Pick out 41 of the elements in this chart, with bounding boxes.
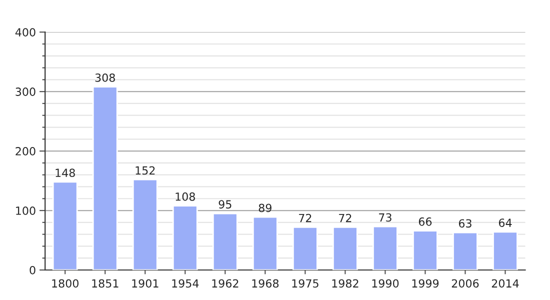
data-label: 95 [218, 200, 232, 209]
data-label: 64 [498, 218, 512, 228]
bar [172, 205, 198, 270]
y-tick-label: 100 [16, 206, 36, 215]
x-tick-label: 1851 [92, 279, 118, 288]
bar [252, 216, 278, 270]
x-tick-label: 1975 [292, 279, 318, 288]
data-label: 73 [379, 213, 392, 222]
bar [412, 230, 438, 270]
data-label: 148 [56, 168, 75, 178]
x-tick-label: 1954 [172, 279, 199, 288]
x-tick-label: 1990 [372, 279, 399, 288]
data-label: 308 [95, 73, 115, 82]
x-tick-label: 1968 [252, 279, 279, 288]
data-label: 72 [299, 214, 312, 222]
y-tick-label: 0 [30, 266, 36, 274]
data-label: 72 [339, 214, 352, 222]
x-tick-label: 1962 [212, 279, 238, 288]
bar [332, 226, 358, 270]
bar [372, 226, 398, 270]
data-label: 66 [418, 217, 432, 226]
x-tick-label: 1999 [412, 279, 439, 288]
y-tick-label: 200 [16, 147, 36, 156]
x-tick-label: 2014 [492, 279, 519, 288]
bar [92, 86, 118, 270]
y-tick-label: 300 [16, 88, 36, 96]
bar [492, 231, 518, 270]
bar [212, 212, 238, 270]
bar [452, 232, 478, 270]
data-label: 152 [136, 166, 155, 175]
x-tick-label: 1901 [132, 279, 158, 288]
bar [292, 226, 318, 270]
data-label: 89 [258, 204, 272, 212]
bar [132, 178, 158, 270]
x-tick-label: 2006 [452, 279, 479, 288]
data-label: 63 [458, 219, 472, 228]
data-label: 108 [176, 192, 195, 201]
x-tick-label: 1800 [52, 279, 79, 288]
bar [52, 181, 78, 270]
y-tick-label: 400 [15, 28, 36, 36]
x-tick-label: 1982 [332, 279, 358, 288]
